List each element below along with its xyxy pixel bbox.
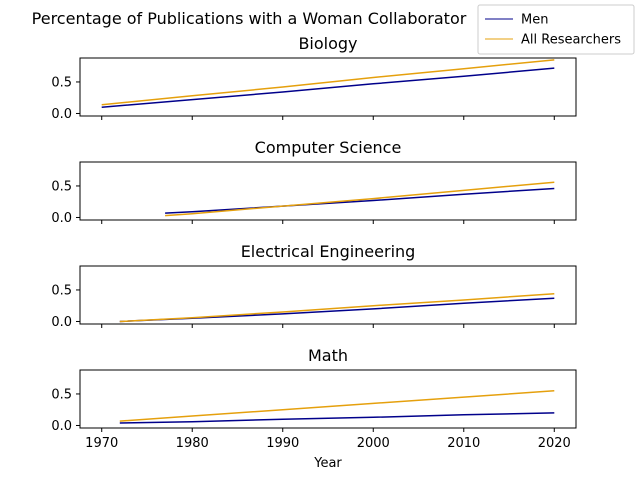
series-line-math-men	[119, 412, 555, 424]
panel-electrical-engineering: Electrical Engineering 0.0 0.5	[51, 242, 577, 330]
chart-suptitle: Percentage of Publications with a Woman …	[32, 9, 467, 28]
axes-frame-computer-science	[79, 161, 577, 221]
y-tick-label-math: 0.5	[51, 387, 72, 402]
x-tick-label: 2000	[357, 436, 390, 451]
x-tick-label: 1970	[85, 436, 118, 451]
series-line-biology-men	[101, 67, 555, 108]
panel-title-biology: Biology	[298, 34, 357, 53]
x-tick-label: 1980	[176, 436, 209, 451]
legend-label-all-researchers: All Researchers	[521, 33, 621, 48]
axes-frame-biology	[79, 57, 577, 117]
x-tick-label: 1990	[266, 436, 299, 451]
x-tick-label: 2010	[447, 436, 480, 451]
y-tick-label-electrical-engineering: 0.0	[51, 315, 72, 330]
series-line-computer-science-men	[165, 187, 555, 214]
legend-label-men: Men	[521, 13, 548, 28]
series-line-computer-science-all-researchers	[165, 181, 555, 217]
panel-biology: Biology 0.0 0.5	[51, 34, 577, 122]
series-line-biology-all-researchers	[101, 59, 555, 106]
axes-frame-math	[79, 369, 577, 429]
panel-title-math: Math	[308, 346, 348, 365]
y-tick-label-math: 0.0	[51, 419, 72, 434]
y-tick-label-computer-science: 0.0	[51, 211, 72, 226]
axes-frame-electrical-engineering	[79, 265, 577, 325]
y-tick-label-electrical-engineering: 0.5	[51, 283, 72, 298]
series-line-electrical-engineering-all-researchers	[119, 292, 555, 323]
x-axis-label: Year	[313, 456, 342, 471]
y-tick-label-biology: 0.5	[51, 75, 72, 90]
panel-title-electrical-engineering: Electrical Engineering	[241, 242, 416, 261]
legend: Men All Researchers	[477, 4, 635, 55]
panel-computer-science: Computer Science 0.0 0.5	[51, 138, 577, 226]
panel-title-computer-science: Computer Science	[255, 138, 402, 157]
y-tick-label-biology: 0.0	[51, 107, 72, 122]
panel-math: Math 0.0 0.5 1970 1980 1990 2000 2010 2020	[51, 346, 577, 451]
series-line-math-all-researchers	[119, 390, 555, 422]
x-tick-label: 2020	[538, 436, 571, 451]
y-tick-label-computer-science: 0.5	[51, 179, 72, 194]
legend-frame	[477, 4, 635, 55]
